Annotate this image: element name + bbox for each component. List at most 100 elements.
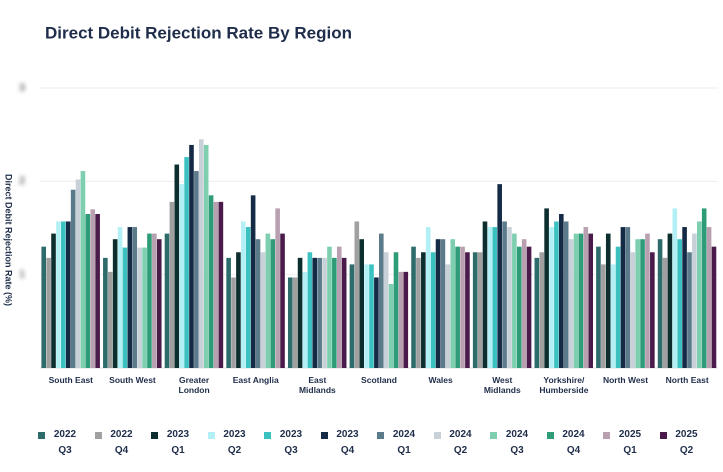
bar bbox=[231, 277, 236, 368]
bar bbox=[51, 233, 56, 368]
bar bbox=[95, 214, 100, 368]
legend-label: 2022 Q3 bbox=[53, 429, 77, 456]
bar bbox=[250, 195, 256, 368]
bar bbox=[122, 247, 128, 368]
legend-swatch bbox=[377, 432, 384, 439]
bar bbox=[421, 252, 426, 368]
bar bbox=[692, 233, 697, 368]
bar bbox=[472, 252, 478, 368]
bar bbox=[132, 227, 138, 368]
legend-swatch bbox=[546, 432, 554, 439]
chart-title: Direct Debit Rejection Rate By Region bbox=[45, 23, 352, 42]
bar bbox=[701, 208, 707, 368]
bar bbox=[292, 277, 298, 368]
bar bbox=[260, 252, 266, 368]
bar bbox=[487, 227, 493, 368]
bar bbox=[307, 252, 313, 368]
bar bbox=[280, 233, 285, 368]
bar bbox=[601, 264, 606, 368]
bar bbox=[440, 239, 446, 368]
bar bbox=[287, 277, 293, 368]
bar bbox=[383, 252, 389, 368]
y-tick-label: 3 bbox=[19, 82, 25, 94]
bar bbox=[117, 227, 123, 368]
bar bbox=[465, 252, 470, 368]
bar bbox=[107, 271, 113, 368]
legend-label: 2023 Q2 bbox=[223, 429, 246, 456]
bar bbox=[255, 239, 261, 368]
bar bbox=[374, 277, 379, 368]
bar bbox=[578, 233, 584, 368]
bar bbox=[521, 239, 527, 368]
bar bbox=[526, 246, 532, 368]
bar bbox=[460, 246, 465, 368]
x-tick-label: Yorkshire/ Humberside bbox=[539, 375, 589, 395]
bar bbox=[539, 252, 545, 368]
bar bbox=[393, 252, 399, 368]
bar bbox=[544, 208, 549, 368]
bar bbox=[265, 233, 271, 368]
bar bbox=[615, 246, 621, 368]
bar bbox=[512, 233, 517, 368]
bar bbox=[554, 221, 559, 368]
bar bbox=[349, 264, 355, 368]
bar bbox=[445, 264, 451, 368]
bar bbox=[169, 201, 175, 368]
legend-label: 2024 Q4 bbox=[562, 429, 585, 456]
bar bbox=[677, 239, 682, 368]
bar bbox=[435, 239, 441, 368]
bar bbox=[354, 221, 360, 368]
bar bbox=[645, 233, 650, 368]
bar bbox=[41, 246, 47, 368]
bar bbox=[630, 252, 636, 368]
bar bbox=[687, 252, 692, 368]
bar bbox=[596, 246, 601, 368]
bar bbox=[174, 164, 180, 368]
bar bbox=[127, 227, 133, 368]
bar bbox=[635, 239, 640, 368]
bar bbox=[297, 257, 303, 368]
bar bbox=[610, 264, 616, 368]
y-tick-label: 2 bbox=[19, 175, 25, 187]
bar bbox=[559, 214, 564, 368]
legend-swatch bbox=[38, 432, 45, 439]
bar bbox=[194, 171, 199, 368]
legend-label: 2025 Q1 bbox=[618, 429, 642, 456]
bar bbox=[184, 157, 189, 368]
y-axis-label: Direct Debit Rejection Rate (%) bbox=[4, 174, 14, 306]
legend-swatch bbox=[320, 432, 328, 439]
bar bbox=[179, 184, 184, 368]
x-tick-label: South East bbox=[48, 375, 94, 385]
bar bbox=[682, 227, 687, 368]
bar bbox=[482, 221, 488, 368]
bar bbox=[425, 227, 431, 368]
legend-swatch bbox=[207, 432, 215, 439]
x-tick-label: North West bbox=[602, 375, 649, 385]
bar bbox=[332, 257, 337, 368]
bar bbox=[657, 239, 663, 368]
bar bbox=[241, 221, 246, 368]
bar bbox=[218, 201, 224, 368]
bar bbox=[336, 246, 342, 368]
bar bbox=[164, 233, 170, 368]
legend-swatch bbox=[659, 432, 667, 439]
bar bbox=[502, 221, 507, 368]
bar bbox=[662, 257, 668, 368]
bar bbox=[312, 257, 318, 368]
legend-swatch bbox=[151, 432, 158, 439]
legend-label: 2023 Q4 bbox=[336, 429, 359, 456]
bar bbox=[379, 233, 384, 368]
bar bbox=[568, 239, 574, 368]
bar bbox=[341, 257, 347, 368]
bar bbox=[275, 208, 280, 368]
bar bbox=[189, 144, 194, 368]
bar bbox=[620, 227, 626, 368]
bar bbox=[588, 233, 594, 368]
bar bbox=[156, 239, 162, 368]
bar bbox=[198, 139, 204, 368]
bar bbox=[492, 227, 498, 368]
bar bbox=[667, 233, 673, 368]
bar bbox=[302, 271, 308, 368]
bar bbox=[573, 233, 579, 368]
